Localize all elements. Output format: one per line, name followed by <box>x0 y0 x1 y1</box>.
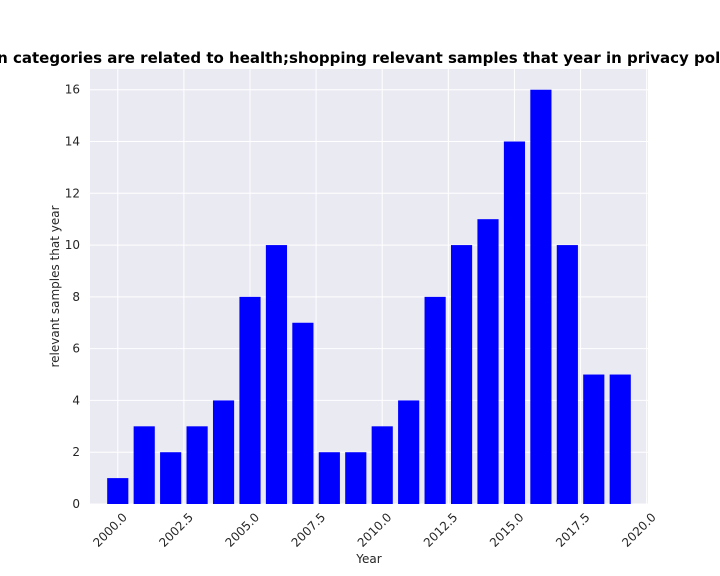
x-tick-label: 2012.5 <box>421 510 461 550</box>
y-tick-label: 6 <box>72 342 80 356</box>
bar-2005 <box>239 296 261 504</box>
x-axis-ticks: 2000.0 2002.5 2005.0 2007.5 2010.0 2012.5 2015… <box>90 510 659 550</box>
x-tick-label: 2010.0 <box>355 510 395 550</box>
x-tick-label: 2007.5 <box>289 510 329 550</box>
y-tick-label: 2 <box>72 445 80 459</box>
bar-2016 <box>530 89 552 504</box>
bar-2006 <box>265 245 288 505</box>
y-axis-ticks: 0 2 4 6 8 10 12 14 16 <box>65 83 80 511</box>
y-tick-label: 10 <box>65 238 80 252</box>
y-tick-label: 0 <box>72 497 80 511</box>
y-tick-label: 14 <box>65 135 80 149</box>
bar-2004 <box>212 400 235 504</box>
x-tick-label: 2002.5 <box>156 510 196 550</box>
bar-2017 <box>556 245 578 505</box>
y-tick-label: 4 <box>72 393 80 407</box>
bar-2015 <box>503 141 526 504</box>
bar-2001 <box>133 426 155 504</box>
bars <box>107 89 631 505</box>
bar-2000 <box>107 478 129 504</box>
x-tick-label: 2017.5 <box>553 510 593 550</box>
y-tick-label: 12 <box>65 186 80 200</box>
x-tick-label: 2000.0 <box>90 510 130 550</box>
bar-2009 <box>345 452 367 504</box>
x-tick-label: 2005.0 <box>223 510 263 550</box>
bar-2002 <box>160 452 182 504</box>
chart-title: Years when categories are related to hea… <box>0 49 720 67</box>
bar-2007 <box>292 322 314 504</box>
bar-2008 <box>318 452 340 504</box>
bar-2012 <box>424 296 446 504</box>
y-tick-label: 16 <box>65 83 80 97</box>
x-axis-label: Year <box>355 552 381 566</box>
bar-2014 <box>477 219 499 504</box>
y-tick-label: 8 <box>72 290 80 304</box>
x-tick-label: 2015.0 <box>487 510 527 550</box>
grid <box>90 69 648 505</box>
bar-2013 <box>450 245 473 505</box>
bar-2003 <box>186 426 208 504</box>
bar-2011 <box>398 400 420 504</box>
bar-2010 <box>371 426 393 504</box>
x-tick-label: 2020.0 <box>619 510 659 550</box>
bar-2019 <box>609 374 631 504</box>
y-axis-label: relevant samples that year <box>48 205 62 367</box>
bar-2018 <box>583 374 605 504</box>
